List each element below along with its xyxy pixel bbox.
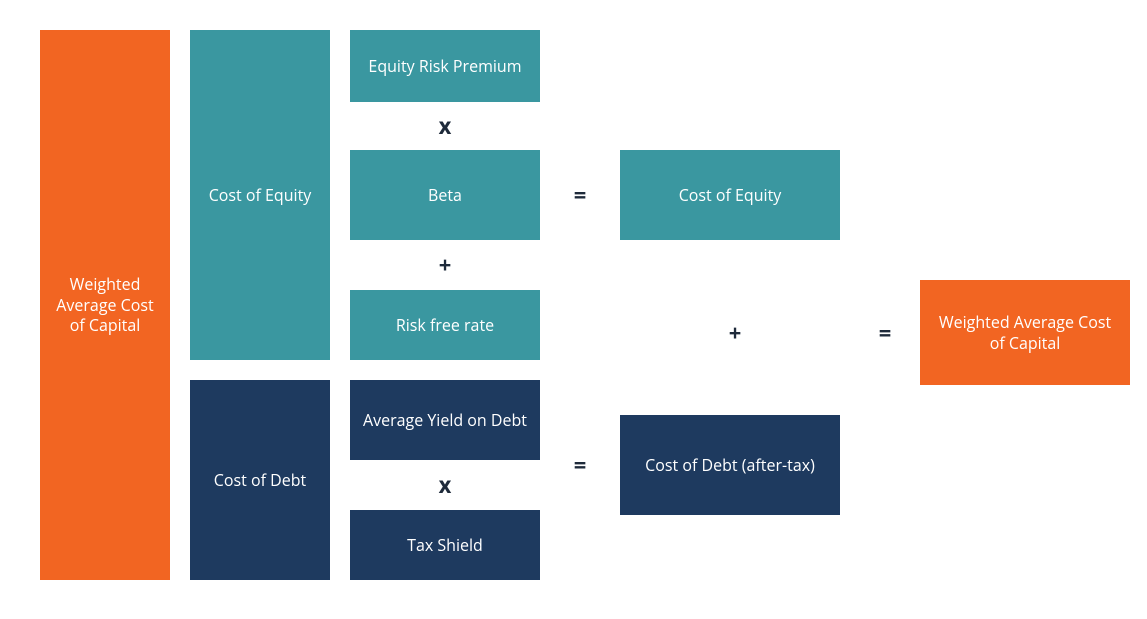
cost-of-debt-box: Cost of Debt bbox=[190, 380, 330, 580]
equals-operator-1: = bbox=[560, 180, 600, 210]
equals-operator-3: = bbox=[870, 318, 900, 348]
multiply-operator-1: x bbox=[350, 102, 540, 150]
cost-of-equity-result-box: Cost of Equity bbox=[620, 150, 840, 240]
equity-risk-premium-box: Equity Risk Premium bbox=[350, 30, 540, 102]
equals-operator-2: = bbox=[560, 450, 600, 480]
plus-operator-2: + bbox=[720, 318, 750, 348]
wacc-left-box: Weighted Average Cost of Capital bbox=[40, 30, 170, 580]
beta-box: Beta bbox=[350, 150, 540, 240]
wacc-right-box: Weighted Average Cost of Capital bbox=[920, 280, 1130, 385]
multiply-operator-2: x bbox=[350, 460, 540, 510]
risk-free-rate-box: Risk free rate bbox=[350, 290, 540, 360]
cost-of-equity-box: Cost of Equity bbox=[190, 30, 330, 360]
tax-shield-box: Tax Shield bbox=[350, 510, 540, 580]
avg-yield-debt-box: Average Yield on Debt bbox=[350, 380, 540, 460]
plus-operator-1: + bbox=[350, 240, 540, 290]
cost-of-debt-result-box: Cost of Debt (after-tax) bbox=[620, 415, 840, 515]
